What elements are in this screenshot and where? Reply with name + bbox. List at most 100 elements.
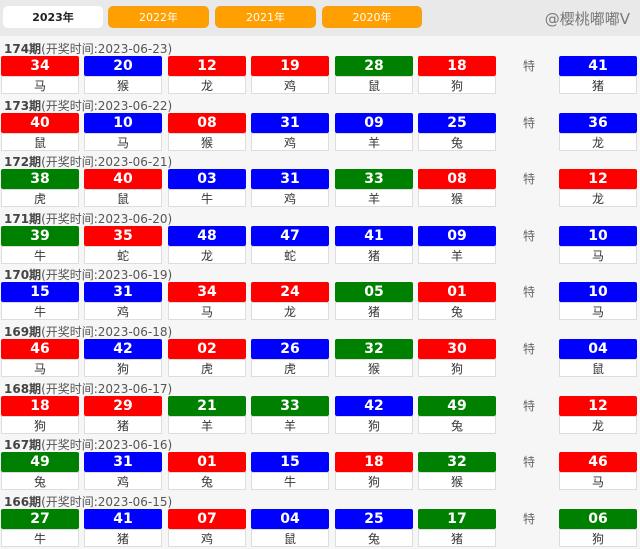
- ball-number: 34: [1, 56, 79, 76]
- ball: 10 马: [559, 282, 637, 321]
- ball-zodiac: 狗: [84, 359, 162, 377]
- ball-number: 04: [559, 339, 637, 359]
- ball-zodiac: 鼠: [559, 359, 637, 377]
- ball-number: 32: [335, 339, 413, 359]
- special-label: 特: [522, 115, 535, 130]
- ball-number: 42: [84, 339, 162, 359]
- ball-number: 10: [559, 225, 637, 246]
- draw-header: 173期(开奖时间:2023-06-22): [4, 97, 172, 114]
- ball: 05 猪: [335, 282, 413, 321]
- special-label: 特: [522, 398, 535, 413]
- ball: 26 虎: [251, 339, 329, 377]
- special-label: 特: [522, 511, 535, 526]
- draw-header: 167期(开奖时间:2023-06-16): [4, 436, 172, 453]
- ball: 41 猪: [84, 508, 162, 547]
- ball-zodiac: 鸡: [84, 472, 162, 491]
- ball-number: 35: [84, 225, 162, 246]
- ball: 12 龙: [559, 169, 637, 208]
- ball: 49 兔: [1, 452, 79, 491]
- ball-number: 29: [84, 395, 162, 416]
- ball-zodiac: 兔: [1, 472, 79, 491]
- ball-number: 04: [251, 508, 329, 529]
- ball: 31 鸡: [84, 452, 162, 491]
- ball-zodiac: 羊: [335, 132, 413, 151]
- draw-header: 168期(开奖时间:2023-06-17): [4, 380, 172, 397]
- draw-time: (开奖时间:2023-06-22): [41, 98, 173, 113]
- ball-zodiac: 马: [559, 245, 637, 264]
- period: 174期: [4, 42, 42, 56]
- ball-zodiac: 狗: [559, 528, 637, 547]
- ball: 49 兔: [418, 395, 496, 434]
- ball: 36 龙: [559, 112, 637, 151]
- ball-number: 48: [168, 225, 246, 246]
- special-label: 特: [522, 455, 535, 470]
- ball-zodiac: 马: [559, 302, 637, 321]
- ball-zodiac: 鸡: [251, 132, 329, 151]
- ball-zodiac: 猴: [418, 472, 496, 491]
- ball-number: 41: [84, 508, 162, 529]
- ball-number: 18: [335, 452, 413, 473]
- ball-zodiac: 鼠: [1, 132, 79, 151]
- tab-year[interactable]: 2021年: [215, 6, 316, 28]
- ball-number: 38: [1, 169, 79, 190]
- ball-zodiac: 马: [559, 472, 637, 491]
- ball-number: 28: [335, 56, 413, 76]
- ball-number: 09: [418, 225, 496, 246]
- ball: 04 鼠: [251, 508, 329, 547]
- ball-zodiac: 兔: [418, 132, 496, 151]
- ball: 41 猪: [559, 56, 637, 94]
- draw-time: (开奖时间:2023-06-16): [41, 438, 173, 453]
- ball-number: 01: [168, 452, 246, 473]
- ball-zodiac: 猴: [84, 76, 162, 94]
- draw-header: 174期(开奖时间:2023-06-23): [4, 40, 172, 57]
- ball: 10 马: [559, 225, 637, 264]
- ball: 47 蛇: [251, 225, 329, 264]
- special-label: 特: [522, 59, 535, 73]
- ball: 32 猴: [418, 452, 496, 491]
- ball-number: 47: [251, 225, 329, 246]
- ball: 18 狗: [335, 452, 413, 491]
- ball-zodiac: 龙: [168, 245, 246, 264]
- special-label: 特: [522, 342, 535, 356]
- ball: 10 马: [84, 112, 162, 151]
- ball-zodiac: 兔: [418, 302, 496, 321]
- ball: 35 蛇: [84, 225, 162, 264]
- ball-number: 02: [168, 339, 246, 359]
- ball: 03 牛: [168, 169, 246, 208]
- ball: 25 兔: [418, 112, 496, 151]
- ball-number: 21: [168, 395, 246, 416]
- draw-row: 170期(开奖时间:2023-06-19) 15 牛 31 鸡 34 马 24 龙 05 猪 01 兔特…: [0, 265, 640, 321]
- ball-number: 18: [1, 395, 79, 416]
- ball: 01 兔: [168, 452, 246, 491]
- ball-zodiac: 龙: [168, 76, 246, 94]
- ball-number: 09: [335, 112, 413, 133]
- ball-number: 26: [251, 339, 329, 359]
- ball-number: 25: [418, 112, 496, 133]
- ball: 17 猪: [418, 508, 496, 547]
- ball: 09 羊: [418, 225, 496, 264]
- ball-zodiac: 牛: [1, 528, 79, 547]
- draw-time: (开奖时间:2023-06-21): [41, 155, 173, 170]
- ball-number: 27: [1, 508, 79, 529]
- ball-zodiac: 龙: [559, 132, 637, 151]
- tab-year[interactable]: 2023年: [3, 6, 103, 28]
- draw-row: 166期(开奖时间:2023-06-15) 27 牛 41 猪 07 鸡 04 鼠 25 兔 17 猪特…: [0, 492, 640, 548]
- ball-number: 10: [559, 282, 637, 303]
- ball-zodiac: 狗: [335, 415, 413, 434]
- tab-year[interactable]: 2020年: [322, 6, 422, 28]
- tab-year[interactable]: 2022年: [108, 6, 209, 28]
- ball-zodiac: 虎: [168, 359, 246, 377]
- special-label: 特: [522, 172, 535, 187]
- ball-number: 33: [251, 395, 329, 416]
- ball-number: 42: [335, 395, 413, 416]
- draw-time: (开奖时间:2023-06-17): [41, 381, 173, 396]
- ball-number: 15: [1, 282, 79, 303]
- ball: 18 狗: [418, 56, 496, 94]
- ball-zodiac: 马: [168, 302, 246, 321]
- ball-number: 15: [251, 452, 329, 473]
- ball: 12 龙: [168, 56, 246, 94]
- ball-zodiac: 鸡: [84, 302, 162, 321]
- ball-zodiac: 猴: [335, 359, 413, 377]
- ball: 12 龙: [559, 395, 637, 434]
- draw-time: (开奖时间:2023-06-19): [41, 268, 173, 283]
